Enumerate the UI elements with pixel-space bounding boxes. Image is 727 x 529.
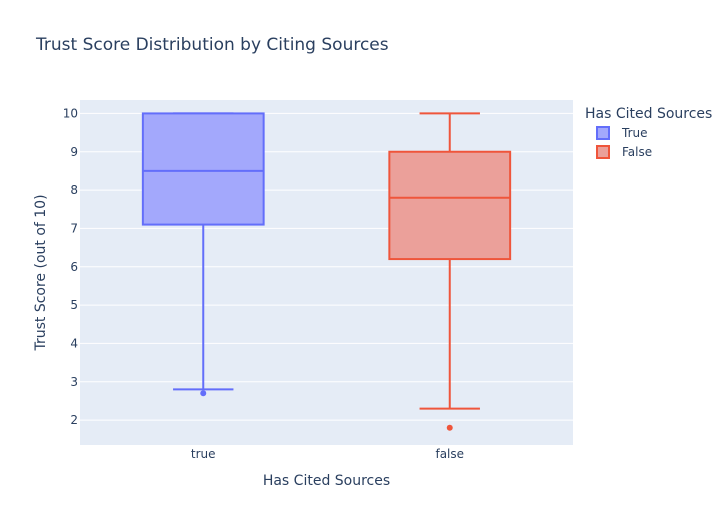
legend-swatch [596,126,610,140]
x-axis-ticks: true false [191,447,464,461]
y-tick-label: 8 [70,183,78,197]
box-iqr [388,150,512,261]
y-tick-label: 7 [70,221,78,235]
x-axis-title: Has Cited Sources [263,473,390,489]
outlier-point [446,424,453,431]
legend-label: True [621,126,648,140]
y-tick-label: 5 [70,298,78,312]
box-series-group [141,112,512,431]
outlier-point [200,390,207,397]
box-series [141,112,265,397]
y-tick-label: 2 [70,413,78,427]
chart-title: Trust Score Distribution by Citing Sourc… [35,35,389,55]
y-axis-title: Trust Score (out of 10) [33,194,49,351]
y-tick-label: 4 [70,336,78,350]
legend-label: False [622,145,652,159]
y-tick-label: 6 [70,260,78,274]
legend-item[interactable]: False [596,145,652,159]
y-axis-ticks: 2 3 4 5 6 7 8 9 10 [63,106,78,427]
legend-title: Has Cited Sources [585,106,712,122]
x-tick-label: false [435,447,464,461]
y-tick-label: 9 [70,145,78,159]
legend-item[interactable]: True [596,126,648,140]
legend: True False [596,126,652,159]
y-tick-label: 10 [63,106,78,120]
box-series [388,112,512,431]
y-tick-label: 3 [70,375,78,389]
box-iqr [141,112,265,226]
legend-swatch [596,145,610,159]
x-tick-label: true [191,447,216,461]
